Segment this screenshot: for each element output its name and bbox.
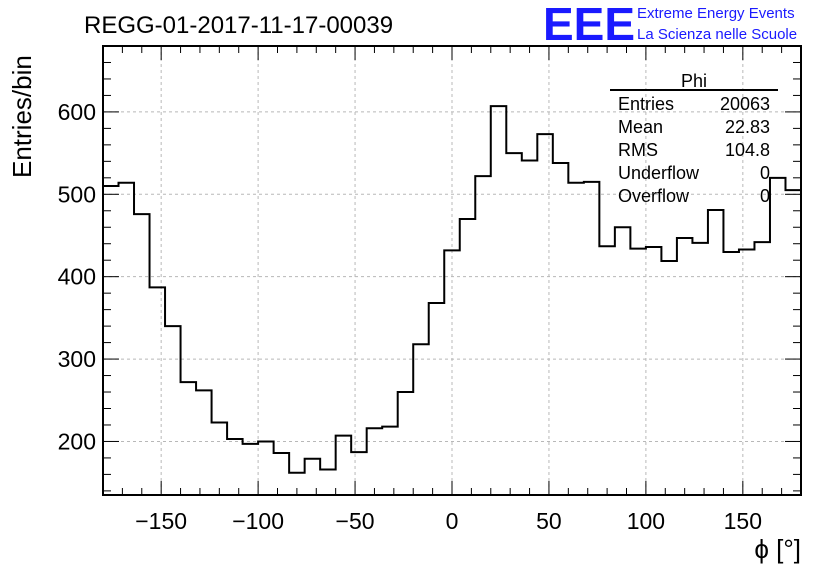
y-tick-label: 600 [58,99,96,125]
axis-ticks [102,45,802,495]
x-tick-label: 50 [536,508,562,534]
stats-label-entries: Entries [618,94,674,114]
eee-logo: EEE [543,0,635,50]
stats-value-mean: 22.83 [725,117,770,137]
stats-box: Phi Entries 20063 Mean 22.83 RMS 104.8 U… [610,71,778,206]
stats-label-underflow: Underflow [618,163,700,183]
stats-label-overflow: Overflow [618,186,690,206]
logo-line-1: Extreme Energy Events [637,5,795,22]
x-tick-label: 100 [627,508,665,534]
y-tick-label: 400 [58,264,96,290]
grid-lines [103,46,801,495]
stats-label-mean: Mean [618,117,663,137]
stats-value-entries: 20063 [720,94,770,114]
x-tick-label: −100 [232,508,284,534]
stats-title: Phi [681,71,707,91]
stats-value-overflow: 0 [760,186,770,206]
x-tick-label: −150 [135,508,187,534]
logo-line-2: La Scienza nelle Scuole [637,26,797,43]
y-tick-label: 300 [58,346,96,372]
y-tick-label: 500 [58,181,96,207]
y-axis-title: Entries/bin [7,55,37,178]
stats-value-underflow: 0 [760,163,770,183]
y-tick-label: 200 [58,428,96,454]
stats-value-rms: 104.8 [725,140,770,160]
chart-title: REGG-01-2017-11-17-00039 [84,12,393,39]
x-tick-label: 150 [724,508,762,534]
x-tick-label: −50 [336,508,375,534]
x-tick-label: 0 [446,508,459,534]
axis-tick-labels: −150 −100 −50 0 50 100 150 200 300 400 500 600 [58,99,762,534]
x-axis-title: ϕ [°] [754,534,801,564]
stats-label-rms: RMS [618,140,658,160]
histogram-line [103,105,801,474]
